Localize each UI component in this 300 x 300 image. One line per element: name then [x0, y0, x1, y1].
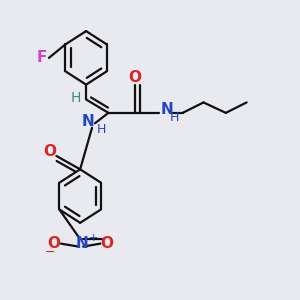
Text: O: O [100, 236, 113, 251]
Text: H: H [70, 91, 81, 105]
Text: O: O [47, 236, 61, 251]
Text: F: F [36, 50, 47, 65]
Text: H: H [97, 123, 106, 136]
Text: −: − [45, 245, 55, 258]
Text: O: O [43, 144, 56, 159]
Text: N: N [75, 236, 88, 251]
Text: N: N [160, 102, 173, 117]
Text: N: N [81, 114, 94, 129]
Text: O: O [129, 70, 142, 85]
Text: H: H [170, 111, 180, 124]
Text: +: + [88, 233, 98, 243]
